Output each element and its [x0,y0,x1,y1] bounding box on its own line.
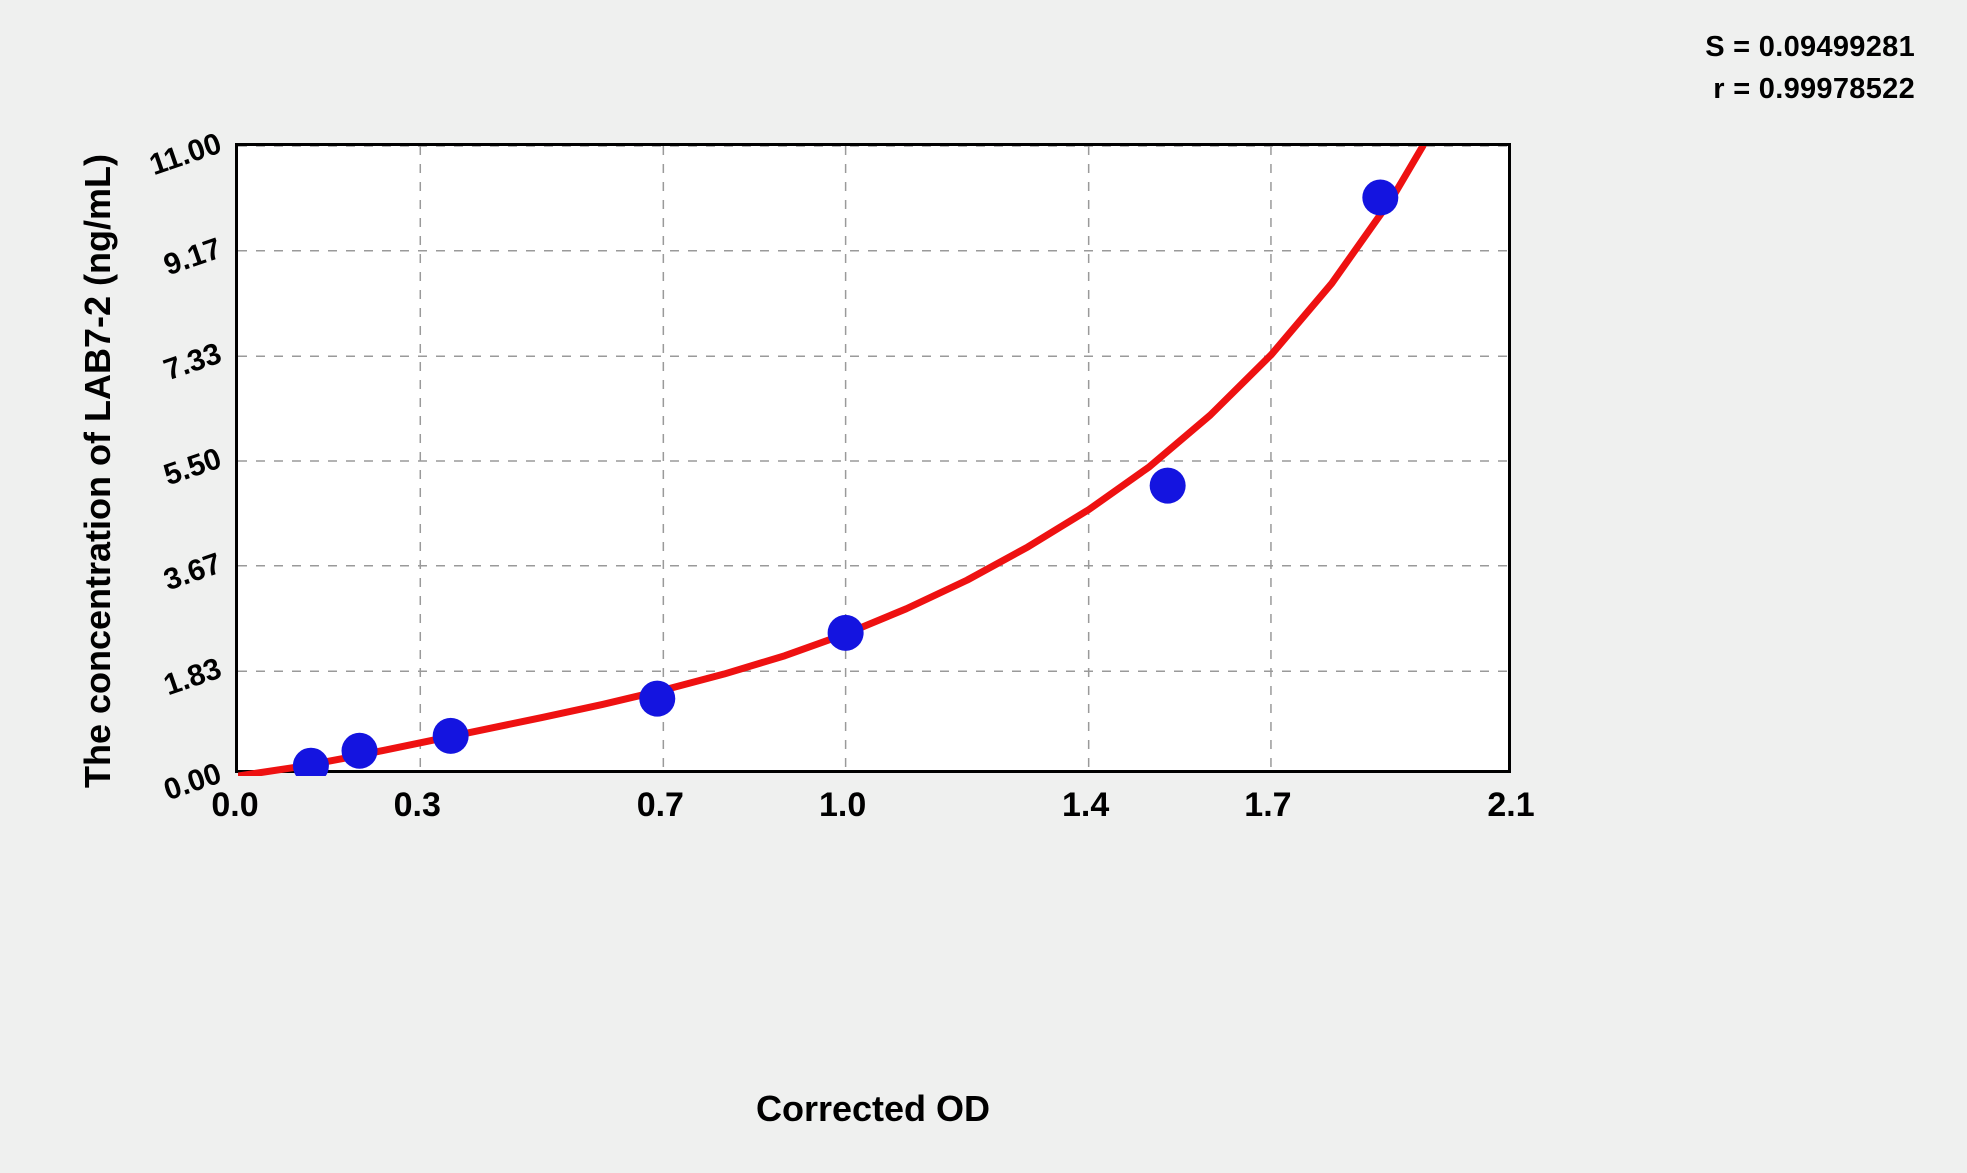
x-tick-label: 1.0 [818,786,867,824]
x-tick-label: 0.0 [211,786,259,824]
x-tick-label: 1.4 [1062,786,1110,824]
y-axis-tick-labels: 0.00 1.83 3.67 5.50 7.33 9.17 11.00 [0,0,225,1173]
y-tick-label: 1.83 [159,652,226,703]
standard-error-label: S = 0.09499281 [1705,31,1915,63]
x-tick-label: 1.7 [1244,786,1292,824]
y-tick-label: 11.00 [145,126,226,183]
data-point-group [292,179,1399,776]
x-axis-tick-labels: 0.0 0.3 0.7 1.0 1.4 1.7 2.1 [0,786,1967,846]
data-point [292,747,329,776]
x-tick-label: 0.3 [393,786,441,824]
y-tick-label: 9.17 [159,231,226,282]
data-point [827,614,864,651]
x-axis-title: Corrected OD [755,1088,991,1129]
data-point [1149,467,1186,504]
data-point [432,717,469,754]
x-tick-label: 2.1 [1487,786,1535,824]
y-tick-label: 7.33 [159,337,226,388]
plot-area [235,143,1514,776]
correlation-coefficient-label: r = 0.99978522 [1713,73,1915,106]
data-point [639,680,676,717]
fitted-curve [238,146,1427,776]
data-point [341,732,378,769]
x-tick-label: 0.7 [636,786,684,824]
plot-graphics [238,146,1514,776]
fit-statistics: S = 0.09499281 r = 0.99978522 [1705,26,1915,110]
y-tick-label: 3.67 [159,546,226,597]
y-tick-label: 5.50 [159,441,226,493]
data-point [1362,179,1399,216]
